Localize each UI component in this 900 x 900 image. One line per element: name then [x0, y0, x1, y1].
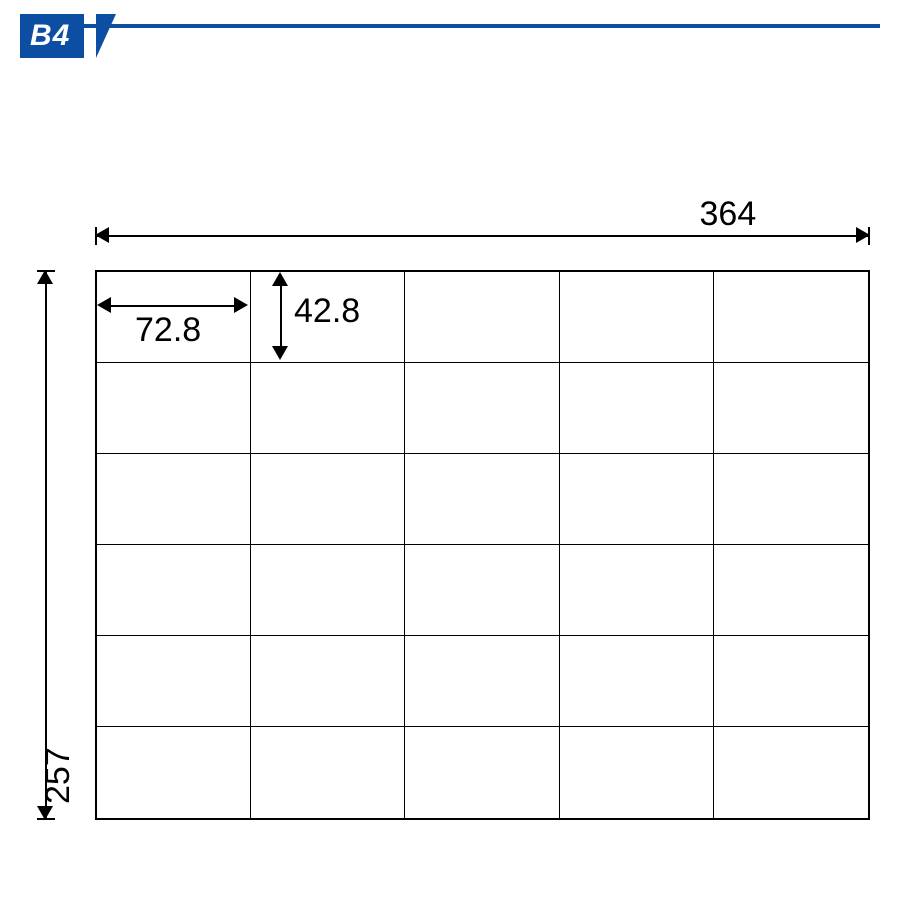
dim-total-height-label: 257 [39, 747, 78, 804]
grid-cell [714, 727, 868, 818]
grid-cell [714, 454, 868, 545]
grid-cell [405, 636, 559, 727]
grid-cell [405, 454, 559, 545]
header-rule [20, 18, 880, 28]
grid-cell [714, 272, 868, 363]
dim-cell-height-arrow-down [272, 346, 288, 360]
dim-cell-height-arrow-up [272, 272, 288, 286]
grid-cell [405, 363, 559, 454]
grid-cell [560, 727, 714, 818]
grid-cell [251, 454, 405, 545]
label-grid [95, 270, 870, 820]
dim-cell-height-label: 42.8 [294, 292, 360, 331]
grid-cell [97, 363, 251, 454]
dim-total-width-arrow-right [856, 227, 870, 243]
grid-cell [714, 363, 868, 454]
grid-cell [405, 727, 559, 818]
grid-cell [560, 363, 714, 454]
grid-cell [560, 636, 714, 727]
format-badge-notch [96, 14, 116, 58]
grid-cell [97, 545, 251, 636]
grid-cell [97, 636, 251, 727]
dim-total-width-label: 364 [700, 195, 757, 234]
dim-cell-width-label: 72.8 [135, 311, 201, 350]
grid-cell [251, 727, 405, 818]
dim-total-height-arrow-down [37, 806, 53, 820]
dim-total-height-arrow-up [37, 270, 53, 284]
grid-cell [251, 636, 405, 727]
grid-cell [560, 545, 714, 636]
grid-cell [560, 454, 714, 545]
dim-cell-width-arrow-left [97, 297, 111, 313]
format-badge: B4 [20, 14, 84, 58]
grid-cell [251, 545, 405, 636]
grid-cell [560, 272, 714, 363]
dim-total-height-line [45, 270, 47, 820]
page: B4 364 257 72.8 42.8 [0, 0, 900, 900]
grid-cell [714, 636, 868, 727]
grid-cell [714, 545, 868, 636]
dim-total-width-arrow-left [95, 227, 109, 243]
dim-total-width-line [95, 235, 870, 237]
grid-cell [97, 454, 251, 545]
grid-cell [97, 727, 251, 818]
dim-cell-width-arrow-right [234, 297, 248, 313]
dim-cell-width-line [103, 305, 242, 307]
grid-cell [405, 545, 559, 636]
dim-cell-height-line [280, 276, 282, 356]
grid-cell [405, 272, 559, 363]
grid-cell [251, 363, 405, 454]
